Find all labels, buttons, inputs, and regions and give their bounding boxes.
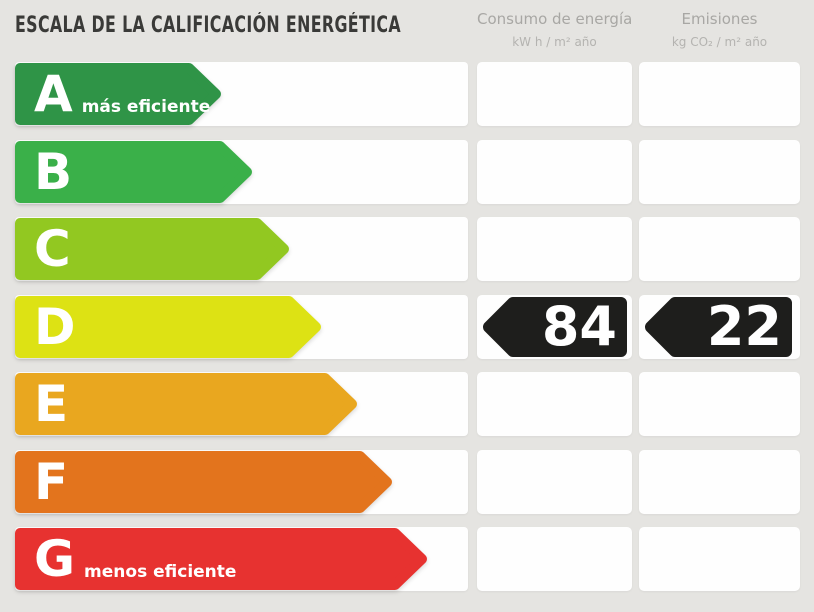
- emissions-cell: [639, 140, 800, 204]
- rating-arrow-d: [15, 296, 322, 358]
- rating-row-b: B: [0, 140, 814, 204]
- rating-label-f: F: [34, 450, 68, 514]
- emissions-value: 22: [706, 295, 782, 358]
- consumption-column-label: Consumo de energía: [477, 10, 633, 28]
- rating-row-e: E: [0, 372, 814, 436]
- rating-letter: E: [34, 375, 69, 433]
- rating-letter: C: [34, 220, 71, 278]
- consumption-left-arrow-icon: [483, 297, 627, 357]
- rating-label-c: C: [34, 217, 71, 281]
- rating-letter: A: [34, 65, 73, 123]
- efficiency-note: más eficiente: [81, 97, 211, 117]
- rating-arrow-icon-c: [15, 218, 289, 280]
- emissions-cell: [639, 450, 800, 514]
- consumption-value-arrow: 84: [483, 297, 628, 357]
- emissions-cell: [639, 217, 800, 281]
- rating-arrow-b: [15, 141, 253, 203]
- rating-label-e: E: [34, 372, 68, 436]
- rating-arrow-a: [15, 63, 222, 125]
- emissions-column-header: Emisiones kg CO₂ / m² año: [639, 10, 800, 49]
- rating-arrow-icon-f: [15, 451, 392, 513]
- rating-label-d: D: [34, 295, 76, 359]
- rating-arrow-c: [15, 218, 290, 280]
- consumption-cell: [477, 527, 632, 591]
- consumption-column-header: Consumo de energía kW h / m² año: [477, 10, 632, 49]
- consumption-cell: [477, 217, 632, 281]
- rating-arrow-g: [15, 528, 428, 590]
- rating-row-d: D 84 22: [0, 295, 814, 359]
- rating-row-c: C: [0, 217, 814, 281]
- emissions-value-arrow: 22: [645, 297, 793, 357]
- efficiency-note: menos eficiente: [84, 562, 237, 582]
- emissions-cell: [639, 527, 800, 591]
- rating-label-b: B: [34, 140, 72, 204]
- consumption-cell: [477, 62, 632, 126]
- emissions-column-unit: kg CO₂ / m² año: [671, 35, 768, 49]
- rating-arrow-icon-g: [15, 528, 427, 590]
- rating-arrow-e: [15, 373, 358, 435]
- emissions-left-arrow-icon: [645, 297, 792, 357]
- rating-arrow-icon-d: [15, 296, 321, 358]
- rating-arrow-icon-e: [15, 373, 357, 435]
- emissions-column-label: Emisiones: [681, 10, 758, 28]
- rating-letter: F: [34, 453, 69, 511]
- rating-letter: G: [34, 530, 76, 588]
- rating-arrow-icon-b: [15, 141, 252, 203]
- rating-row-f: F: [0, 450, 814, 514]
- rating-letter: B: [34, 143, 73, 201]
- consumption-column-unit: kW h / m² año: [512, 35, 597, 49]
- page-title: ESCALA DE LA CALIFICACIÓN ENERGÉTICA: [15, 13, 402, 38]
- rating-arrow-f: [15, 451, 393, 513]
- rating-letter: D: [34, 298, 76, 356]
- rating-arrow-icon-a: [15, 63, 221, 125]
- emissions-cell: [639, 62, 800, 126]
- consumption-cell: [477, 450, 632, 514]
- consumption-value: 84: [541, 295, 617, 358]
- emissions-cell: [639, 372, 800, 436]
- consumption-cell: [477, 372, 632, 436]
- consumption-cell: [477, 140, 632, 204]
